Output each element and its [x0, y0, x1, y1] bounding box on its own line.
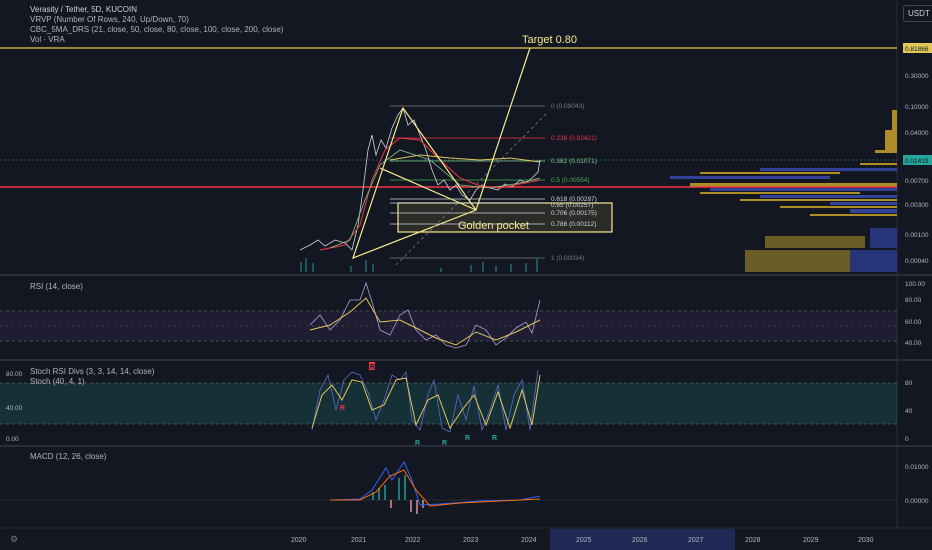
macd-line — [329, 460, 541, 506]
svg-text:0.00100: 0.00100 — [905, 232, 929, 239]
fib-label-65: 0.65 (0.00257) — [551, 202, 593, 209]
svg-text:2029: 2029 — [803, 537, 819, 544]
svg-text:2028: 2028 — [745, 537, 761, 544]
stoch-marker-r4: R — [465, 435, 470, 442]
macd-title[interactable]: MACD (12, 26, close) — [30, 452, 107, 461]
svg-text:40: 40 — [905, 408, 913, 415]
fib-label-236: 0.236 (0.02421) — [551, 135, 597, 142]
top-price-label: 0.81866 — [905, 46, 929, 53]
svg-text:0.00300: 0.00300 — [905, 202, 929, 209]
stoch-title[interactable]: Stoch (40, 4, 1) — [30, 377, 85, 386]
ma-red — [319, 137, 541, 251]
svg-text:2025: 2025 — [576, 537, 592, 544]
fib-label-618: 0.618 (0.00287) — [551, 196, 597, 203]
fib-label-1: 1 (0.00034) — [551, 255, 584, 262]
svg-text:100.00: 100.00 — [905, 281, 925, 288]
indicator-vrvp[interactable]: VRVP (Number Of Rows, 240, Up/Down, 70) — [30, 15, 189, 24]
svg-text:2023: 2023 — [463, 537, 479, 544]
macd-histogram — [372, 475, 406, 500]
svg-text:60.00: 60.00 — [905, 319, 922, 326]
svg-text:2027: 2027 — [688, 537, 704, 544]
svg-text:2022: 2022 — [405, 537, 421, 544]
settings-icon: ⚙ — [10, 534, 18, 544]
header: Verasity / Tether, 5D, KUCOIN VRVP (Numb… — [30, 5, 283, 45]
price-axis: 0.81866 0.30000 0.10000 0.04000 0.01419 … — [903, 43, 932, 265]
svg-text:0.00700: 0.00700 — [905, 178, 929, 185]
rsi-title[interactable]: RSI (14, close) — [30, 282, 83, 291]
indicator-ma[interactable]: CBC_5MA_DRS (21, close, 50, close, 80, c… — [30, 25, 284, 34]
ma-yellow — [389, 154, 541, 163]
stoch-k-line — [311, 369, 539, 433]
svg-text:0: 0 — [905, 436, 909, 443]
svg-text:0.04000: 0.04000 — [905, 130, 929, 137]
currency-button[interactable]: USDT — [903, 5, 932, 22]
svg-text:0.00040: 0.00040 — [905, 258, 929, 265]
svg-text:0.00: 0.00 — [6, 436, 19, 443]
svg-text:0.01000: 0.01000 — [905, 464, 929, 471]
svg-text:80.00: 80.00 — [6, 371, 23, 378]
golden-pocket-box — [397, 202, 613, 233]
stoch-marker-r3: R — [442, 440, 447, 447]
indicator-volume[interactable]: Vol · VRA — [30, 35, 65, 44]
stoch-marker-r1: R — [370, 364, 375, 371]
fib-label-706: 0.706 (0.00175) — [551, 210, 597, 217]
stoch-marker-r5: R — [492, 435, 497, 442]
fib-label-786: 0.786 (0.00112) — [551, 221, 596, 228]
future-range-highlight — [550, 529, 735, 550]
time-axis: 2020 2021 2022 2023 2024 2025 2026 2027 … — [291, 537, 874, 544]
fib-label-0: 0 (0.09043) — [551, 103, 584, 110]
volume-bars — [300, 258, 538, 272]
svg-text:40.00: 40.00 — [905, 340, 922, 347]
svg-text:80: 80 — [905, 380, 913, 387]
svg-text:40.00: 40.00 — [6, 405, 23, 412]
svg-text:0.00000: 0.00000 — [905, 498, 929, 505]
stoch-rsi-title[interactable]: Stoch RSI Divs (3, 3, 14, 14, close) — [30, 367, 155, 376]
ma-green — [329, 149, 541, 249]
volume-profile — [670, 110, 897, 272]
svg-text:2024: 2024 — [521, 537, 537, 544]
golden-pocket-annotation: Golden pocket — [458, 220, 529, 232]
wedge-drawing — [352, 47, 531, 260]
rsi-ma-line — [309, 297, 541, 346]
stoch-marker-r6: R — [340, 405, 345, 412]
rsi-line — [309, 281, 541, 349]
stoch-d-line — [311, 374, 541, 430]
stoch-marker-r2: R — [415, 440, 420, 447]
svg-text:0.30000: 0.30000 — [905, 73, 929, 80]
symbol-title[interactable]: Verasity / Tether, 5D, KUCOIN — [30, 5, 138, 14]
svg-text:2020: 2020 — [291, 537, 307, 544]
target-annotation: Target 0.80 — [522, 34, 577, 46]
svg-text:2030: 2030 — [858, 537, 874, 544]
fib-label-382: 0.382 (0.01071) — [551, 158, 597, 165]
last-price-label: 0.01419 — [905, 158, 929, 165]
svg-text:2026: 2026 — [632, 537, 648, 544]
macd-signal-line — [330, 469, 541, 507]
svg-text:0.10000: 0.10000 — [905, 104, 929, 111]
svg-text:2021: 2021 — [351, 537, 367, 544]
svg-text:80.00: 80.00 — [905, 297, 922, 304]
fib-label-5: 0.5 (0.00554) — [551, 177, 590, 184]
